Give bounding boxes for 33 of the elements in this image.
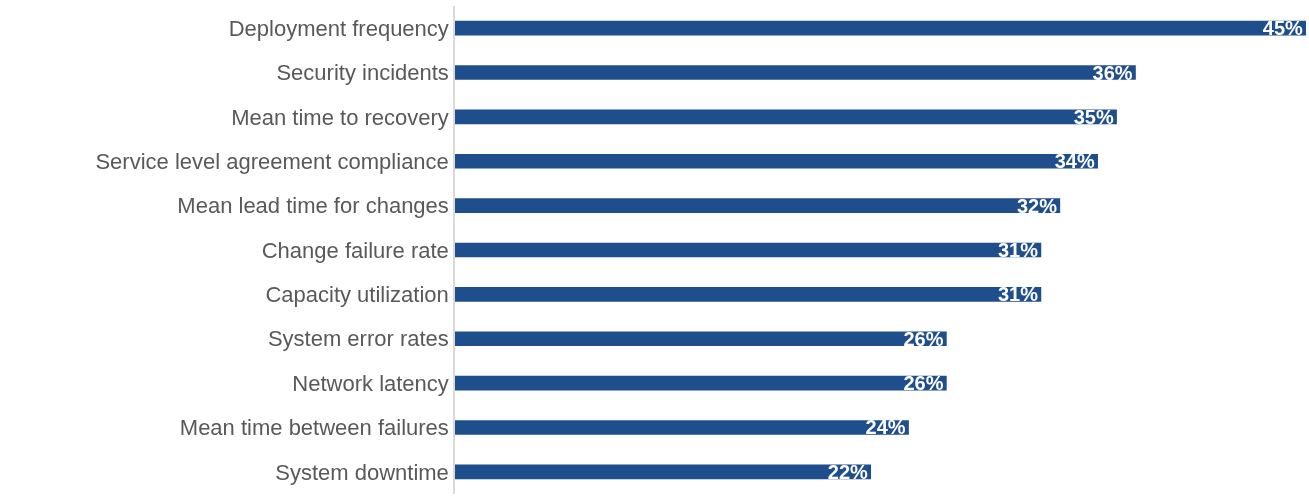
bar	[455, 65, 1136, 80]
y-tick-label: Capacity utilization	[265, 282, 449, 308]
y-tick-label: System error rates	[267, 326, 449, 352]
data-label: 45%	[1262, 17, 1303, 40]
y-tick-label: Mean time to recovery	[231, 104, 449, 130]
bar	[455, 331, 947, 347]
bar	[455, 420, 909, 435]
bar	[455, 109, 1117, 125]
y-tick-label: Mean time between failures	[179, 415, 449, 441]
bar	[455, 287, 1042, 302]
bar	[455, 375, 947, 391]
data-label: 35%	[1073, 105, 1114, 128]
data-label: 24%	[865, 416, 906, 439]
bar	[455, 198, 1061, 213]
y-tick-label: System downtime	[275, 459, 449, 485]
y-tick-label: Deployment frequency	[228, 15, 449, 41]
bar	[455, 464, 872, 480]
data-label: 34%	[1054, 150, 1095, 173]
data-label: 32%	[1016, 194, 1058, 217]
bar	[455, 153, 1098, 169]
data-label: 22%	[827, 460, 869, 483]
data-label: 26%	[903, 372, 944, 395]
data-label: 26%	[903, 327, 944, 350]
data-label: 31%	[997, 239, 1039, 261]
data-label: 31%	[997, 283, 1039, 306]
data-label: 36%	[1092, 61, 1133, 84]
y-tick-label: Security incidents	[276, 60, 449, 86]
bar	[455, 242, 1042, 258]
y-tick-label: Network latency	[292, 370, 449, 396]
bar	[455, 20, 1306, 36]
y-tick-label: Mean lead time for changes	[177, 193, 449, 219]
y-tick-label: Service level agreement compliance	[95, 148, 449, 174]
y-tick-label: Change failure rate	[261, 237, 449, 263]
